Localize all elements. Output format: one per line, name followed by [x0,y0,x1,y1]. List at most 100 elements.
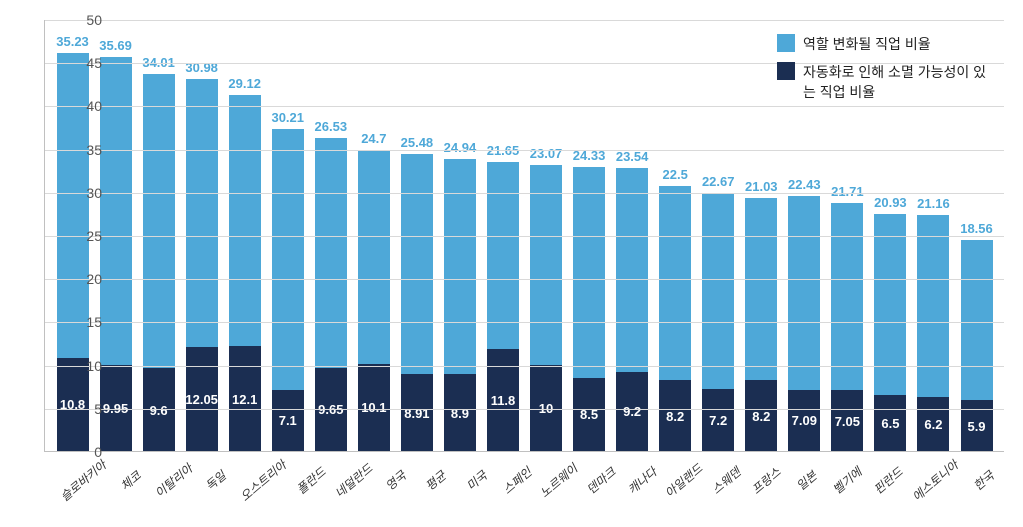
bar-slot: 30.9812.05 [180,79,223,451]
bar: 30.9812.05 [186,79,218,451]
bar-segment-top [573,167,605,377]
y-tick-label: 25 [62,228,102,244]
bar-segment-top [358,150,390,363]
bar-bottom-value-label: 12.05 [185,392,218,407]
bar-bottom-value-label: 6.5 [881,416,899,431]
x-label-slot: 벨기에 [822,452,862,491]
bar: 22.58.2 [659,186,691,451]
bar-top-value-label: 24.94 [444,140,477,155]
bar-bottom-value-label: 8.2 [752,409,770,424]
bar-bottom-value-label: 9.6 [150,403,168,418]
bar-top-value-label: 24.7 [361,131,386,146]
y-tick-label: 45 [62,55,102,71]
bar-slot: 18.565.9 [955,240,998,451]
bar-slot: 25.488.91 [395,154,438,451]
bar-segment-top [745,198,777,380]
bar-bottom-value-label: 5.9 [967,419,985,434]
bar-segment-top [831,203,863,391]
y-tick-label: 40 [62,98,102,114]
bar-bottom-value-label: 9.2 [623,404,641,419]
x-tick-label: 체코 [117,467,145,494]
bar-top-value-label: 20.93 [874,195,907,210]
x-tick-label: 벨기에 [829,463,865,497]
x-tick-label: 스웨덴 [708,463,744,497]
bar-top-value-label: 26.53 [315,119,348,134]
x-label-slot: 체코 [105,452,145,491]
x-label-slot: 네덜란드 [326,452,370,491]
bar-slot: 21.717.05 [826,203,869,451]
bar-segment-top [315,138,347,367]
bar-slot: 29.1212.1 [223,95,266,451]
x-tick-label: 슬로바키아 [56,456,109,505]
bar-bottom-value-label: 12.1 [232,392,257,407]
x-tick-label: 덴마크 [583,463,619,497]
bar-segment-top [100,57,132,365]
x-tick-label: 미국 [462,467,490,494]
bar-top-value-label: 35.69 [99,38,132,53]
bar-top-value-label: 29.12 [228,76,261,91]
bar-bottom-value-label: 7.1 [279,413,297,428]
y-tick-label: 10 [62,358,102,374]
bar-segment-top [186,79,218,347]
x-label-slot: 덴마크 [576,452,616,491]
bar: 20.936.5 [874,214,906,451]
bar-segment-top [401,154,433,374]
x-tick-label: 스페인 [498,463,534,497]
bar-slot: 24.948.9 [438,159,481,451]
bar-slot: 35.699.95 [94,57,137,451]
x-tick-label: 평균 [422,467,450,494]
bar-top-value-label: 24.33 [573,148,606,163]
x-tick-label: 폴란드 [293,463,329,497]
x-axis-labels: 슬로바키아체코이탈리아독일오스트리아폴란드네덜란드영국평균미국스페인노르웨이덴마… [44,452,1004,491]
bar: 25.488.91 [401,154,433,451]
y-tick-label: 5 [62,401,102,417]
bar-segment-top [616,168,648,371]
x-tick-label: 에스토니아 [909,456,962,505]
bar-top-value-label: 25.48 [401,135,434,150]
bar: 24.710.1 [358,150,390,451]
bar-segment-top [659,186,691,380]
bar: 22.437.09 [788,196,820,451]
x-label-slot: 캐나다 [616,452,656,491]
x-label-slot: 스웨덴 [700,452,740,491]
bar-segment-top [229,95,261,347]
bar-slot: 30.217.1 [266,129,309,451]
bar: 35.699.95 [100,57,132,451]
y-tick-label: 30 [62,185,102,201]
bar-segment-top [143,74,175,368]
x-label-slot: 이탈리아 [146,452,190,491]
x-label-slot: 에스토니아 [902,452,957,491]
grid-line [45,366,1004,367]
x-tick-label: 영국 [382,467,410,494]
x-tick-label: 일본 [793,467,821,494]
bar: 21.6511.8 [487,162,519,451]
bar-bottom-value-label: 8.2 [666,409,684,424]
bar: 21.166.2 [917,215,949,451]
bar-slot: 22.437.09 [783,196,826,451]
bar-slot: 20.936.5 [869,214,912,451]
bar-slot: 26.539.65 [309,138,352,451]
bar-top-value-label: 23.54 [616,149,649,164]
x-label-slot: 한국 [958,452,998,491]
x-label-slot: 미국 [451,452,491,491]
x-tick-label: 한국 [969,467,997,494]
x-label-slot: 일본 [781,452,821,491]
x-label-slot: 폴란드 [285,452,325,491]
bar-bottom-value-label: 11.8 [491,393,516,408]
bar-segment-top [702,193,734,389]
grid-line [45,20,1004,21]
x-label-slot: 핀란드 [862,452,902,491]
bar-bottom-value-label: 7.09 [792,413,817,428]
bar-slot: 21.166.2 [912,215,955,451]
bar-top-value-label: 21.71 [831,184,864,199]
bar: 24.948.9 [444,159,476,451]
grid-line [45,279,1004,280]
bar-bottom-value-label: 9.65 [318,402,343,417]
stacked-bar-chart: 35.2310.835.699.9534.019.630.9812.0529.1… [0,0,1023,527]
grid-line [45,193,1004,194]
bar-top-value-label: 22.67 [702,174,735,189]
bar-top-value-label: 22.5 [663,167,688,182]
x-label-slot: 영국 [370,452,410,491]
bar-top-value-label: 21.16 [917,196,950,211]
y-tick-label: 50 [62,12,102,28]
